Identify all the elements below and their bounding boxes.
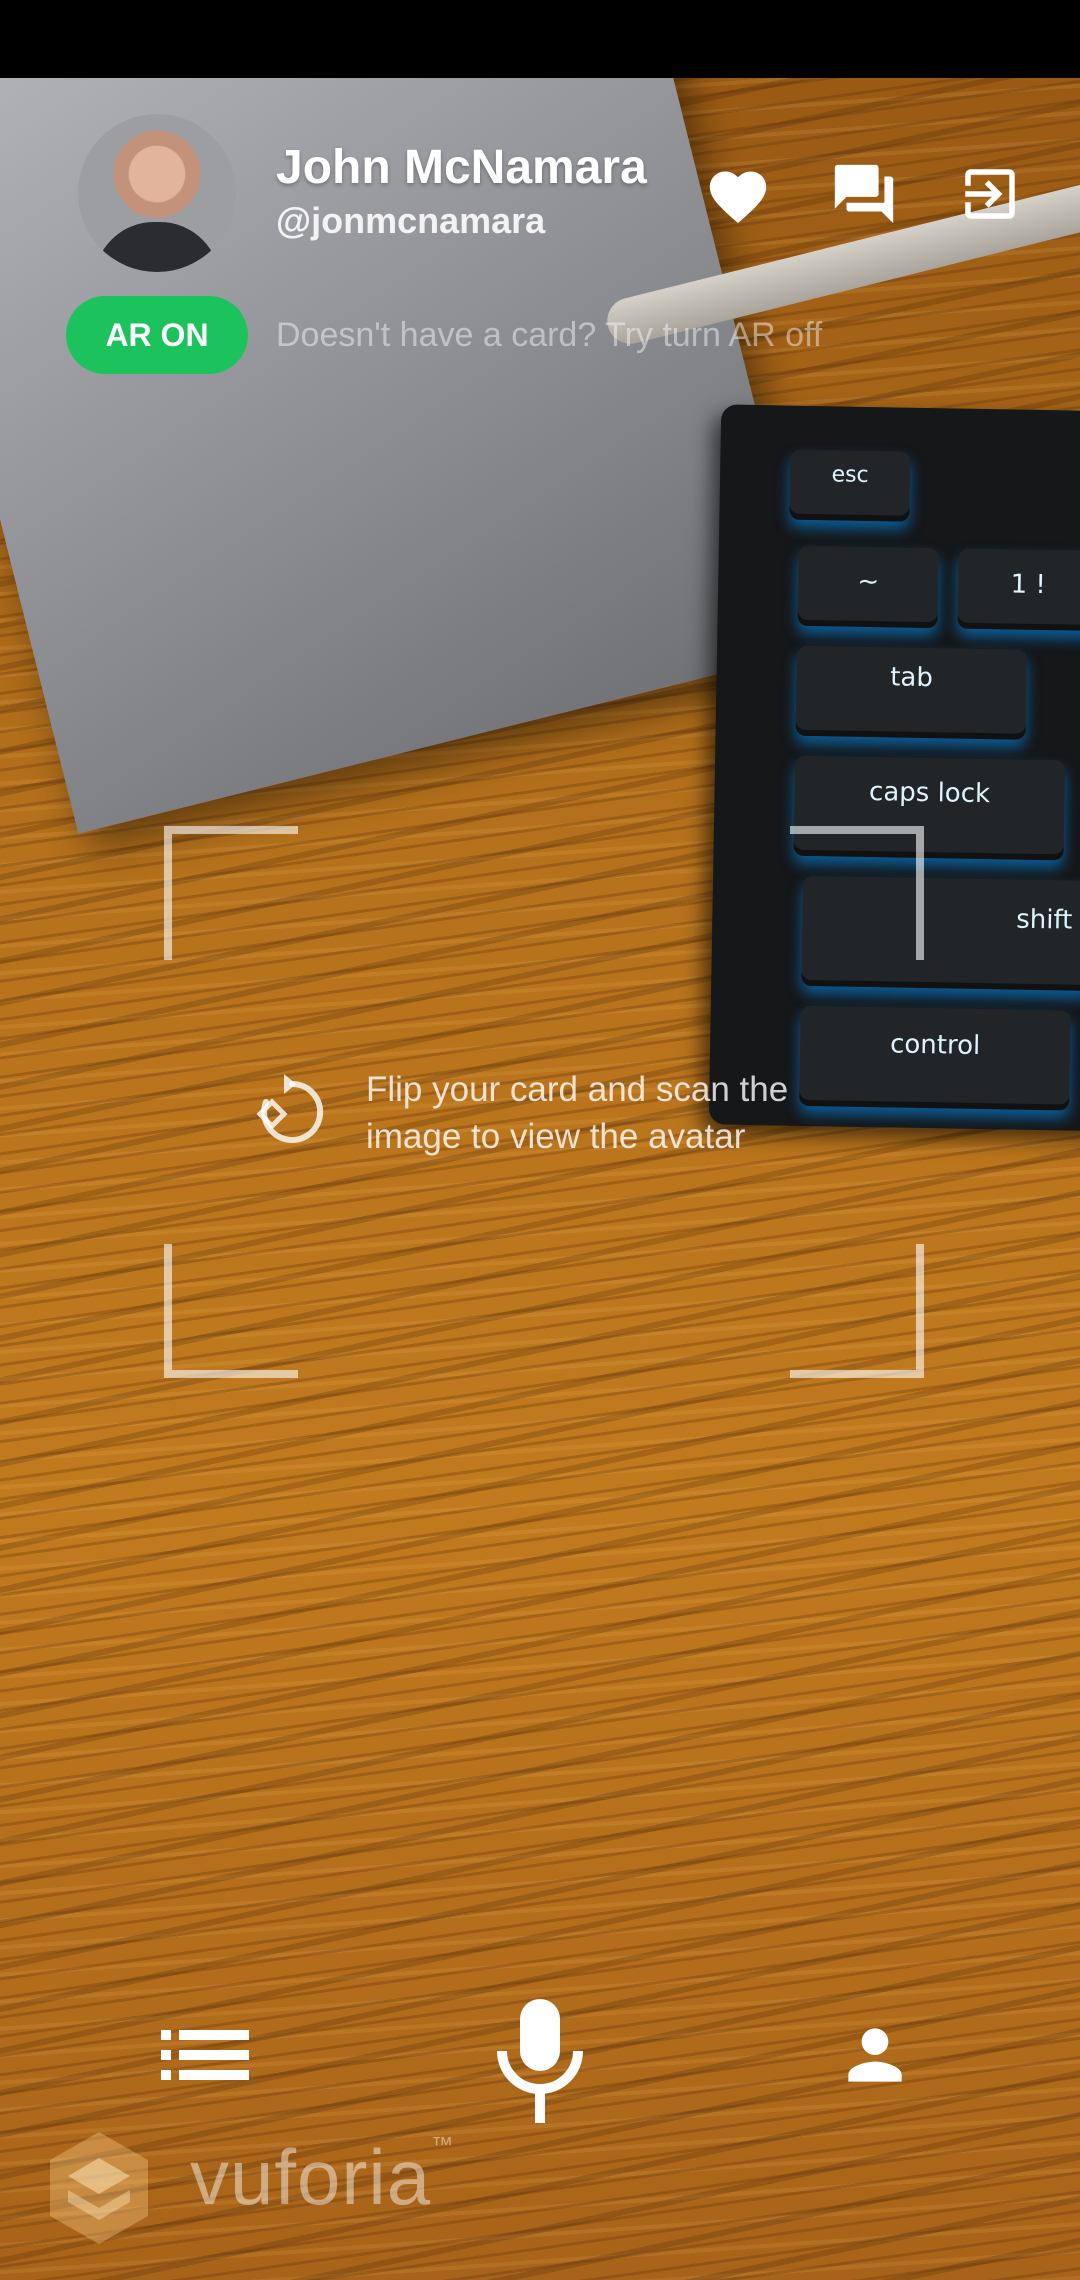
scan-instruction-line-2: image to view the avatar <box>366 1117 746 1156</box>
scan-frame-corner-top-right <box>790 826 924 960</box>
vuforia-logo-icon <box>50 2132 148 2244</box>
keyboard-in-view: esc ~ 1 ! tab caps lock shift control <box>708 404 1080 1132</box>
status-bar <box>0 0 1080 78</box>
user-name: John McNamara <box>276 141 647 194</box>
scan-frame-corner-top-left <box>164 826 298 960</box>
ar-row: AR ON Doesn't have a card? Try turn AR o… <box>0 296 1080 376</box>
user-handle: @jonmcnamara <box>276 200 546 241</box>
key-esc: esc <box>789 449 911 522</box>
list-icon <box>161 2030 249 2080</box>
microphone-icon <box>497 1999 583 2123</box>
vuforia-brand: vuforia <box>190 2133 432 2221</box>
profile-button[interactable] <box>830 2010 920 2100</box>
person-icon <box>848 2028 902 2082</box>
chat-icon <box>834 164 894 224</box>
key-tilde: ~ <box>797 545 939 629</box>
camera-feed: esc ~ 1 ! tab caps lock shift control <box>0 78 1080 2280</box>
profile-header: John McNamara @jonmcnamara <box>0 110 1080 280</box>
bottom-navigation <box>0 1990 1080 2140</box>
vuforia-wordmark: vuforia™ <box>190 2132 454 2223</box>
list-button[interactable] <box>150 2010 260 2100</box>
ar-off-hint: Doesn't have a card? Try turn AR off <box>276 316 823 354</box>
logout-button[interactable] <box>952 156 1028 232</box>
vuforia-watermark: vuforia™ <box>44 2128 504 2248</box>
scan-instruction-line-1: Flip your card and scan the <box>366 1070 789 1109</box>
avatar-shirt <box>94 222 220 272</box>
favorite-button[interactable] <box>700 156 776 232</box>
microphone-button[interactable] <box>480 1990 600 2130</box>
key-tab: tab <box>795 645 1028 740</box>
vuforia-trademark: ™ <box>431 2132 455 2157</box>
key-one: 1 ! <box>957 548 1080 631</box>
scan-frame-corner-bottom-left <box>164 1244 298 1378</box>
flip-rotate-icon <box>256 1074 324 1143</box>
scan-frame-corner-bottom-right <box>790 1244 924 1378</box>
messages-button[interactable] <box>826 156 902 232</box>
scan-instruction-text: Flip your card and scan the image to vie… <box>366 1066 926 1160</box>
exit-icon <box>965 169 1015 219</box>
heart-icon <box>709 171 767 224</box>
avatar[interactable] <box>78 114 236 272</box>
ar-toggle-button[interactable]: AR ON <box>66 296 248 374</box>
